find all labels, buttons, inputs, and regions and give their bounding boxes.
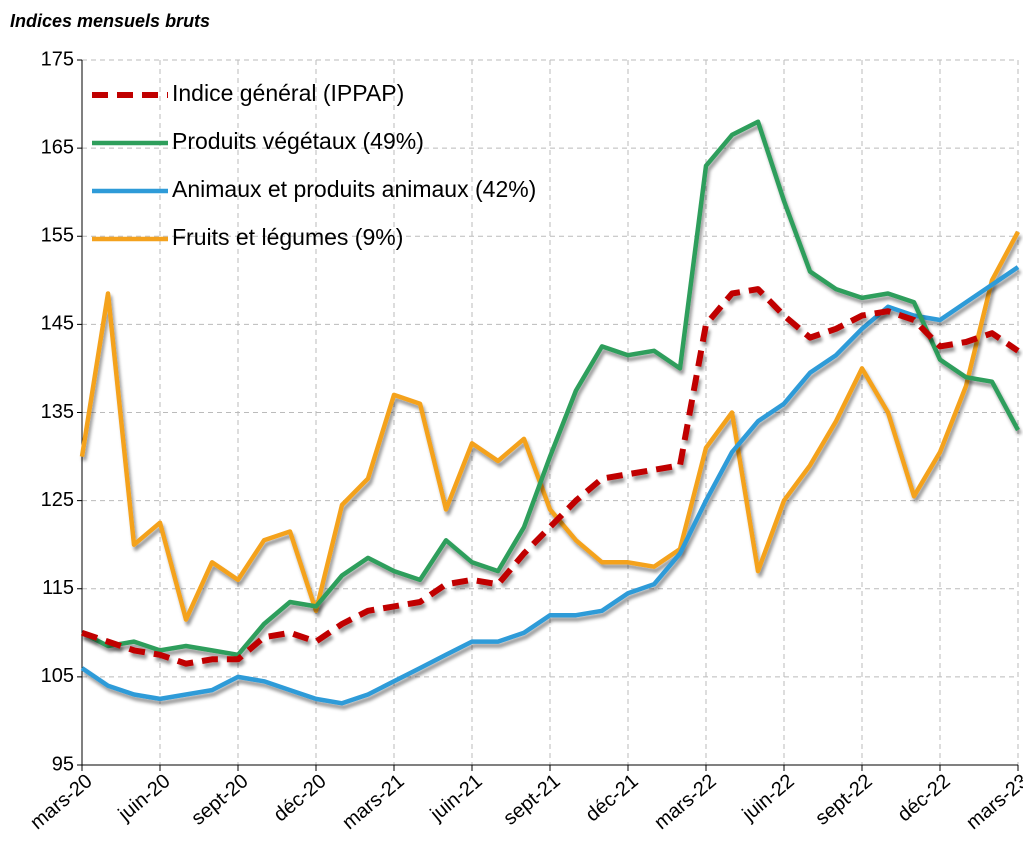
x-tick-label: mars-20 bbox=[26, 770, 96, 834]
x-tick-label: juin-22 bbox=[738, 770, 799, 826]
x-tick-label: mars-23 bbox=[962, 770, 1023, 834]
x-tick-label: sept-22 bbox=[811, 770, 876, 830]
series-line bbox=[80, 265, 1020, 706]
x-tick-label: sept-20 bbox=[187, 770, 252, 830]
x-tick-label: juin-21 bbox=[426, 770, 487, 826]
y-tick-label: 135 bbox=[41, 401, 74, 423]
y-tick-label: 115 bbox=[42, 577, 74, 599]
y-tick-label: 165 bbox=[41, 136, 74, 158]
legend-label: Fruits et légumes (9%) bbox=[172, 224, 403, 250]
x-tick-label: déc-21 bbox=[582, 770, 643, 826]
series-line bbox=[81, 286, 1020, 667]
x-tick-label: mars-21 bbox=[338, 770, 408, 834]
series-line bbox=[79, 230, 1020, 622]
legend-label: Indice général (IPPAP) bbox=[172, 80, 404, 106]
x-tick-label: sept-21 bbox=[499, 770, 564, 830]
y-tick-label: 145 bbox=[41, 313, 74, 335]
x-tick-label: déc-20 bbox=[270, 770, 331, 826]
y-tick-label: 105 bbox=[41, 665, 74, 687]
legend-label: Animaux et produits animaux (42%) bbox=[172, 176, 536, 202]
x-tick-label: déc-22 bbox=[894, 770, 955, 826]
series-line bbox=[80, 119, 1020, 658]
chart-title: Indices mensuels bruts bbox=[10, 11, 210, 31]
x-tick-label: mars-22 bbox=[650, 770, 720, 834]
x-tick-label: juin-20 bbox=[114, 770, 175, 826]
y-tick-label: 95 bbox=[52, 753, 74, 775]
y-tick-label: 155 bbox=[41, 225, 74, 247]
y-tick-label: 125 bbox=[41, 489, 74, 511]
y-tick-label: 175 bbox=[41, 48, 74, 70]
legend-label: Produits végétaux (49%) bbox=[172, 128, 424, 154]
